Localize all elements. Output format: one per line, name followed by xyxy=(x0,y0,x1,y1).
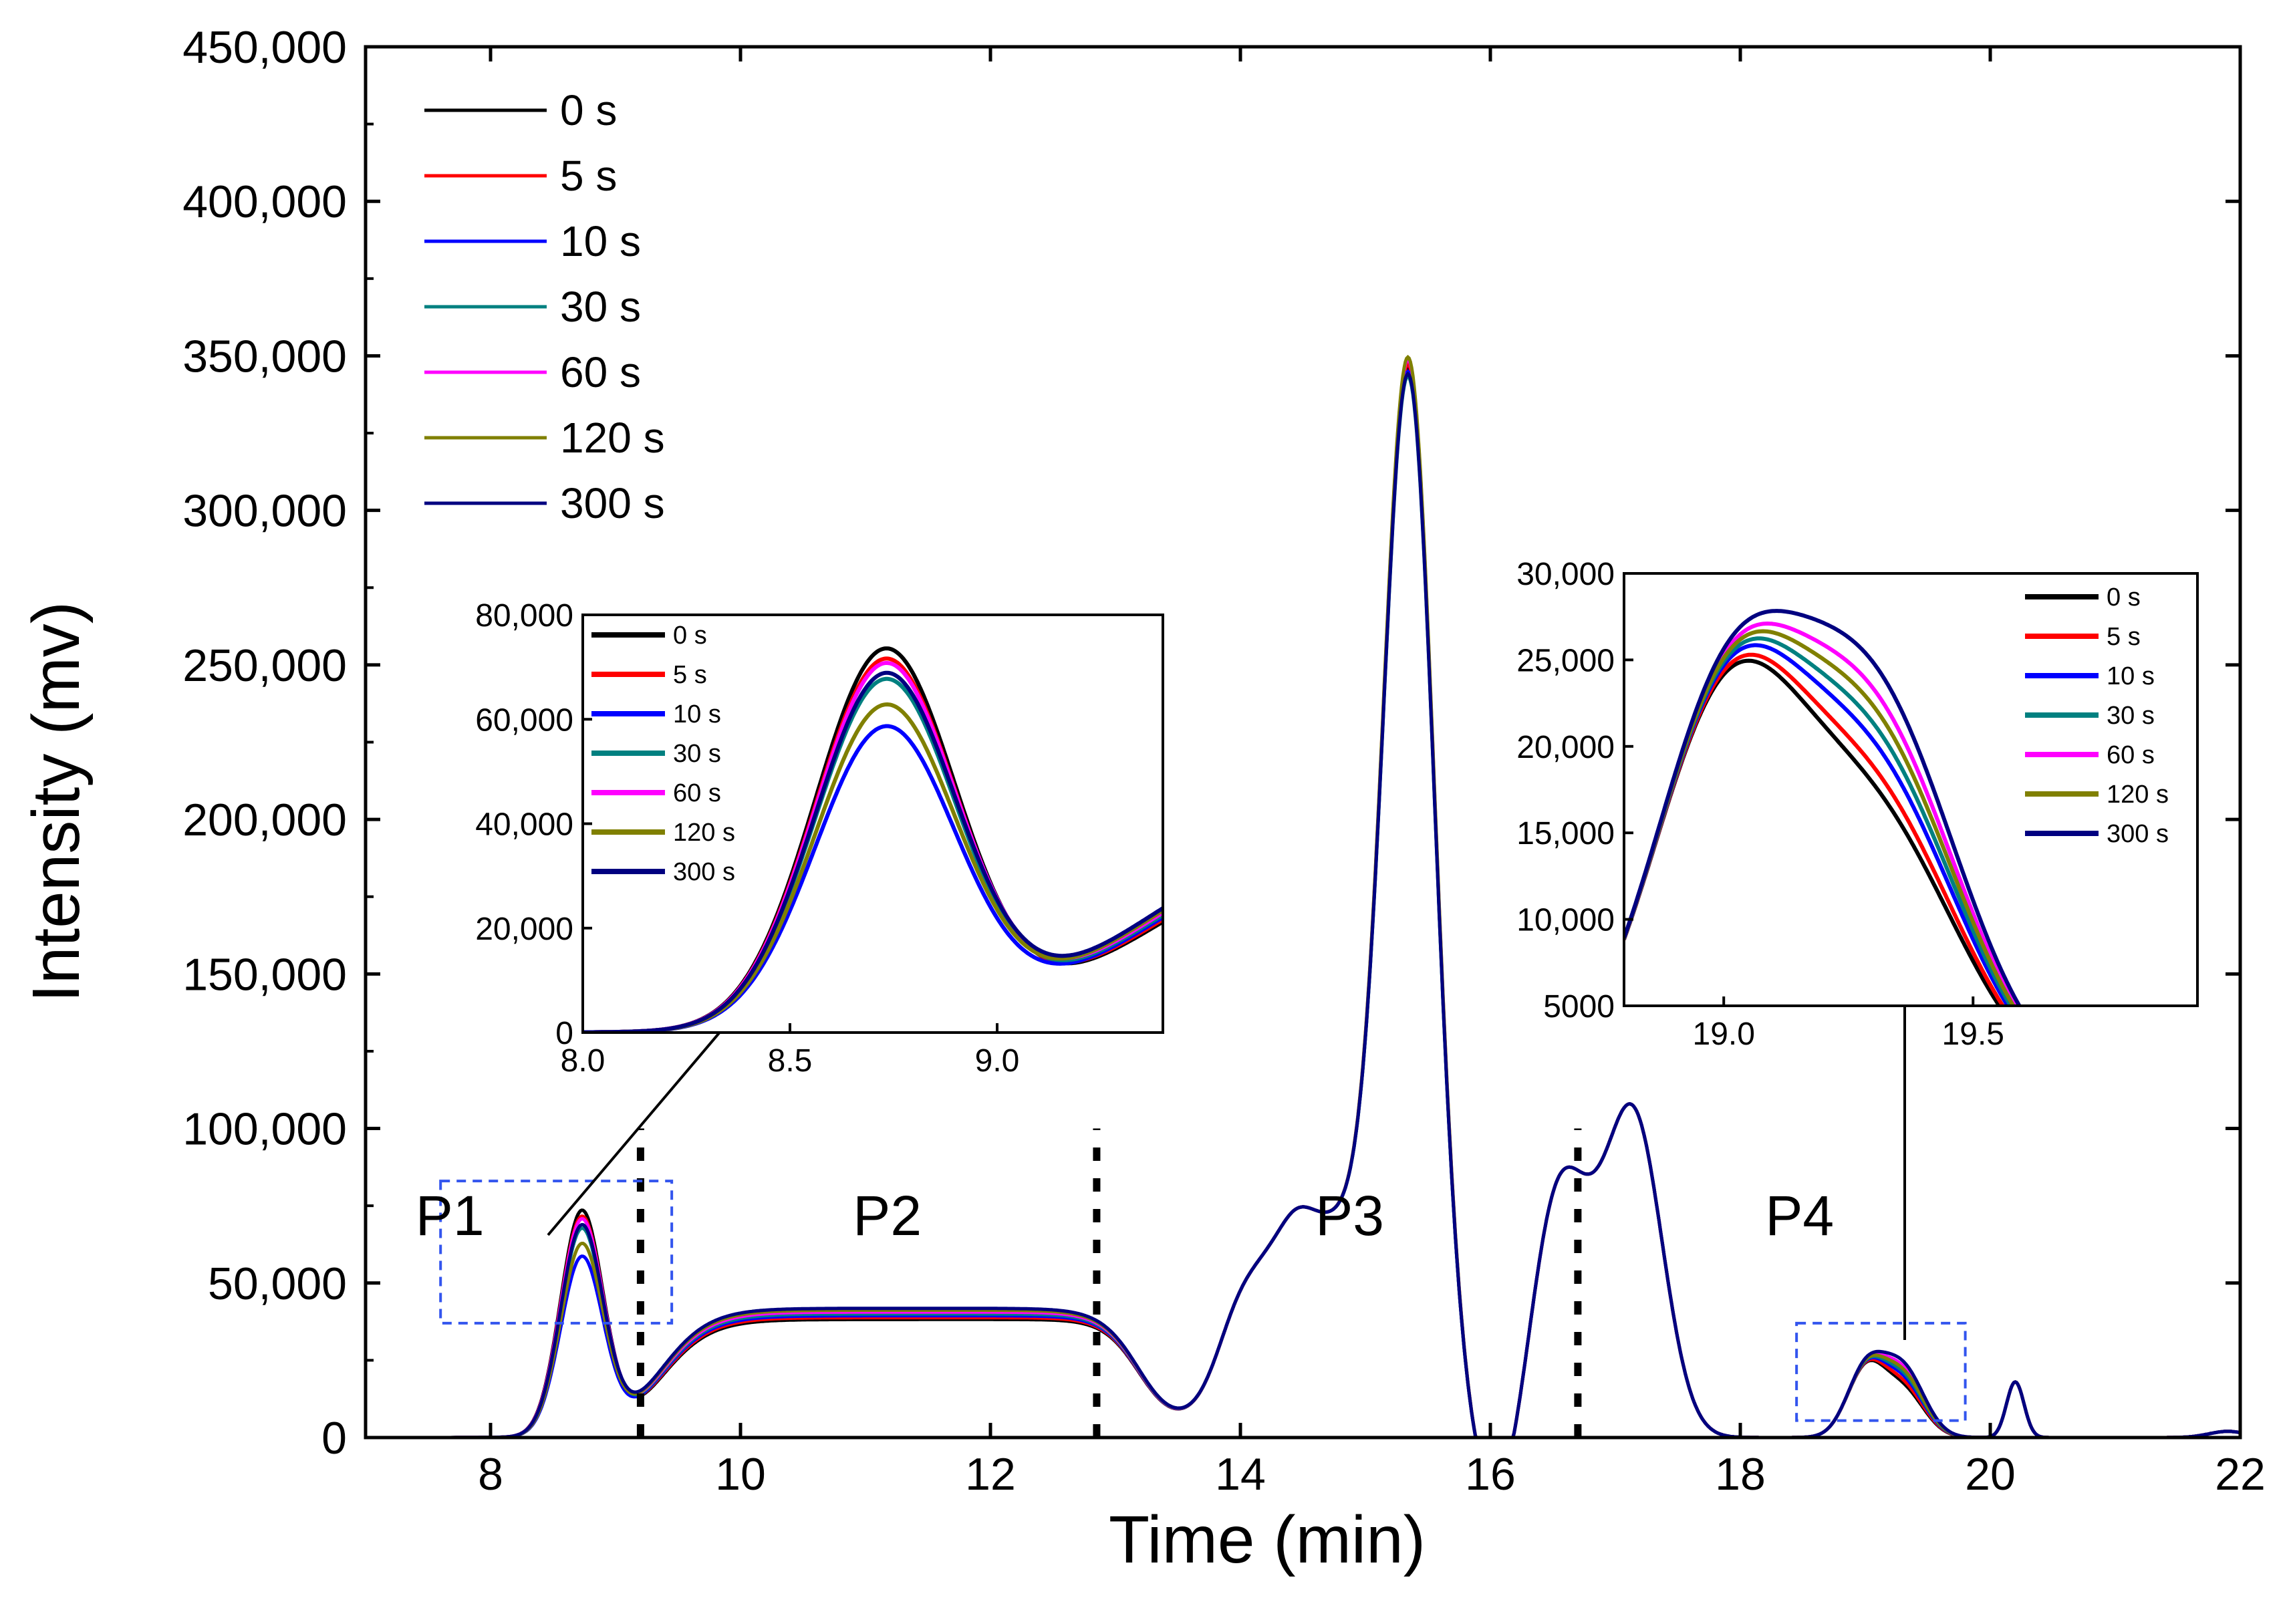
legend-label: 120 s xyxy=(560,414,665,462)
inset-legend-label: 10 s xyxy=(2107,662,2155,690)
legend-label: 30 s xyxy=(560,283,641,331)
inset-y-tick-label: 20,000 xyxy=(1516,730,1615,765)
region-label-p4: P4 xyxy=(1765,1184,1834,1247)
inset-legend-label: 30 s xyxy=(2107,702,2155,730)
inset-x-tick-label: 8.0 xyxy=(561,1043,606,1079)
inset-legend-label: 30 s xyxy=(673,740,721,768)
x-tick-label: 22 xyxy=(2215,1449,2266,1500)
region-label-p1: P1 xyxy=(416,1184,485,1247)
inset-x-tick-label: 8.5 xyxy=(768,1043,813,1079)
inset-y-tick-label: 80,000 xyxy=(475,598,573,634)
y-tick-label: 50,000 xyxy=(208,1258,347,1309)
y-tick-label: 150,000 xyxy=(182,949,347,1000)
inset-y-tick-label: 60,000 xyxy=(475,702,573,738)
inset-legend-label: 5 s xyxy=(673,661,707,689)
x-tick-label: 18 xyxy=(1715,1449,1766,1500)
inset-y-tick-label: 15,000 xyxy=(1516,816,1615,851)
inset-legend-label: 120 s xyxy=(2107,781,2169,809)
inset-legend-label: 5 s xyxy=(2107,623,2141,651)
x-tick-label: 14 xyxy=(1215,1449,1266,1500)
y-axis-title: Intensity (mv) xyxy=(19,601,94,1002)
y-tick-label: 450,000 xyxy=(182,22,347,73)
inset-legend-label: 300 s xyxy=(673,858,735,886)
y-tick-label: 400,000 xyxy=(182,176,347,227)
main-plot-area: 8 10 12 14 16 18 20 22 0 50,000 100,000 150,000 200,… xyxy=(182,22,2266,1500)
legend-label: 0 s xyxy=(560,86,617,134)
x-tick-label: 8 xyxy=(478,1449,503,1500)
region-label-p2: P2 xyxy=(853,1184,922,1247)
inset-y-tick-label: 25,000 xyxy=(1516,643,1615,678)
y-tick-label: 0 xyxy=(321,1413,347,1464)
inset-y-tick-label: 30,000 xyxy=(1516,557,1615,592)
inset-series-line-5s xyxy=(1624,652,2006,1006)
inset-frame xyxy=(1623,572,2199,1007)
x-axis-title: Time (min) xyxy=(1109,1502,1426,1577)
inset-legend-label: 60 s xyxy=(673,779,721,807)
x-tick-label: 12 xyxy=(965,1449,1016,1500)
inset-legend-label: 300 s xyxy=(2107,820,2169,848)
inset-legend-label: 120 s xyxy=(673,819,735,847)
inset-y-tick-label: 10,000 xyxy=(1516,903,1615,938)
x-tick-label: 20 xyxy=(1965,1449,2016,1500)
inset-legend-label: 0 s xyxy=(2107,583,2141,612)
x-tick-label: 16 xyxy=(1465,1449,1516,1500)
inset-series-line-300s xyxy=(583,670,1163,1033)
inset-x-tick-label: 19.5 xyxy=(1942,1017,2004,1052)
inset-legend-label: 0 s xyxy=(673,622,707,650)
series-line-300s xyxy=(366,371,2240,1438)
legend-label: 60 s xyxy=(560,348,641,396)
inset-y-tick-label: 0 xyxy=(555,1016,573,1051)
inset-legend-label: 10 s xyxy=(673,700,721,728)
zoom-box-2 xyxy=(1795,1321,1967,1422)
y-tick-label: 100,000 xyxy=(182,1104,347,1155)
inset-series-line-120s xyxy=(1624,629,2016,1006)
y-tick-label: 200,000 xyxy=(182,795,347,845)
legend-label: 10 s xyxy=(560,217,641,265)
y-tick-label: 350,000 xyxy=(182,331,347,382)
inset-y-tick-label: 5000 xyxy=(1543,989,1615,1025)
legend-label: 5 s xyxy=(560,152,617,200)
inset-p4-zoom: 19.0 19.5 5000 10,000 15,000 20,000 25,000 30,0… xyxy=(1516,557,2199,1052)
inset-y-tick-label: 40,000 xyxy=(475,807,573,843)
x-tick-label: 10 xyxy=(715,1449,766,1500)
inset-p1-zoom: 8.0 8.5 9.0 0 20,000 40,000 60,000 80,000 0 s 5 s… xyxy=(475,598,1164,1079)
inset-x-tick-label: 19.0 xyxy=(1693,1017,1755,1052)
inset-y-tick-label: 20,000 xyxy=(475,912,573,947)
inset-legend-label: 60 s xyxy=(2107,741,2155,769)
inset-series-line-300s xyxy=(1624,609,2022,1006)
zoom-box-1 xyxy=(439,1180,674,1325)
y-tick-label: 300,000 xyxy=(182,486,347,537)
region-label-p3: P3 xyxy=(1315,1184,1384,1247)
legend-label: 300 s xyxy=(560,479,665,527)
y-tick-label: 250,000 xyxy=(182,640,347,691)
inset-x-tick-label: 9.0 xyxy=(975,1043,1020,1079)
